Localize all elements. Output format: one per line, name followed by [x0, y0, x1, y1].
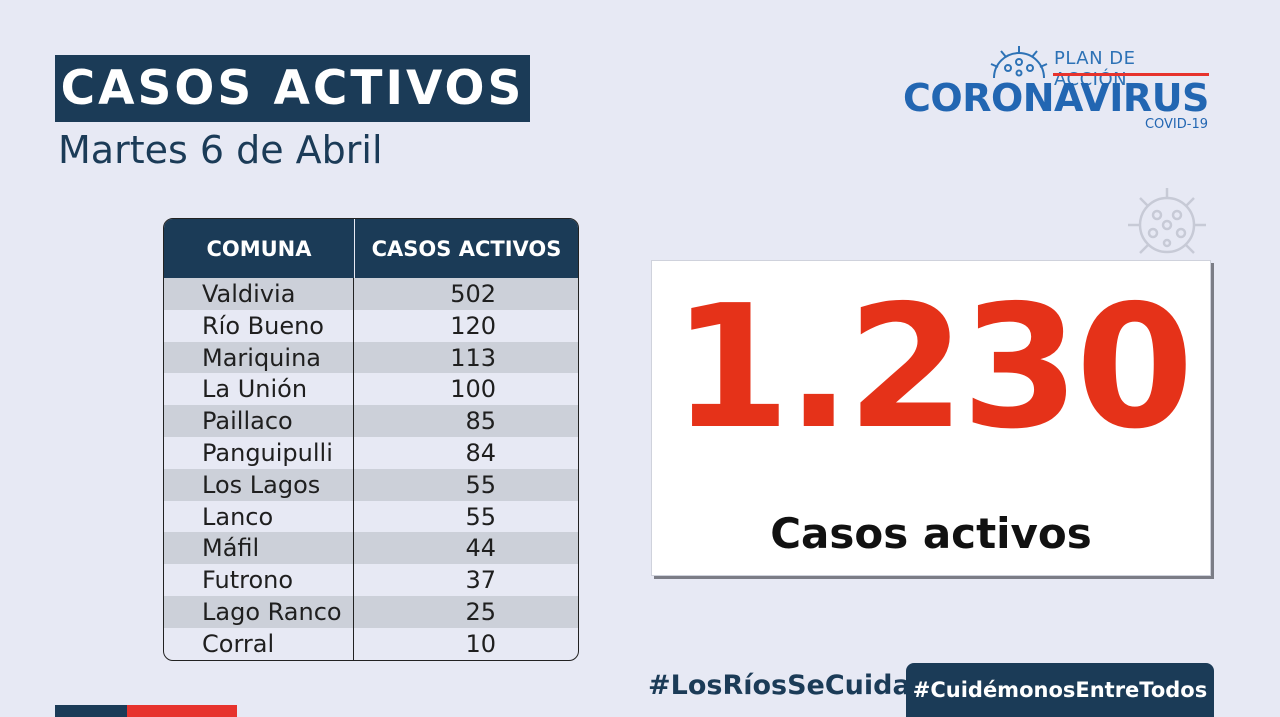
- cell-comuna: Río Bueno: [164, 309, 354, 342]
- cell-comuna: Valdivia: [164, 278, 354, 310]
- cell-comuna: Futrono: [164, 564, 354, 596]
- table-row: Máfil 44: [164, 532, 578, 565]
- cell-comuna: Lanco: [164, 500, 354, 533]
- cell-casos: 120: [450, 311, 496, 340]
- cell-casos: 44: [465, 534, 496, 563]
- table-row: Panguipulli 84: [164, 436, 578, 469]
- logo-underline: [1053, 73, 1209, 76]
- cell-comuna: La Unión: [164, 373, 354, 406]
- cell-casos: 113: [450, 343, 496, 372]
- cell-comuna: Panguipulli: [164, 436, 354, 469]
- logo-coronavirus-text: CORONAVIRUS: [903, 76, 1209, 120]
- virus-icon: [990, 46, 1048, 79]
- cell-casos: 37: [465, 566, 496, 595]
- header-casos-activos: CASOS ACTIVOS: [371, 236, 562, 261]
- table-row: Lago Ranco 25: [164, 595, 578, 628]
- table-header: COMUNA CASOS ACTIVOS: [164, 219, 578, 278]
- table-row: La Unión 100: [164, 373, 578, 406]
- cell-casos: 100: [450, 375, 496, 404]
- cell-casos: 10: [465, 629, 496, 658]
- page-title: CASOS ACTIVOS: [55, 55, 530, 122]
- table-row: Río Bueno 120: [164, 309, 578, 342]
- table-row: Corral 10: [164, 627, 578, 660]
- total-label: Casos activos: [770, 509, 1092, 558]
- hashtag-los-rios: #LosRíosSeCuida: [648, 670, 911, 701]
- footer-bar-blue: [55, 705, 127, 717]
- total-card: 1.230 Casos activos: [651, 260, 1211, 576]
- cell-comuna: Paillaco: [164, 405, 354, 437]
- cases-table: COMUNA CASOS ACTIVOS Valdivia 502 Río Buen…: [163, 218, 579, 661]
- table-row: Valdivia 502: [164, 278, 578, 310]
- logo-covid-text: COVID-19: [1144, 117, 1208, 132]
- date-subtitle: Martes 6 de Abril: [58, 128, 383, 172]
- cell-comuna: Máfil: [164, 532, 354, 565]
- cell-comuna: Lago Ranco: [164, 595, 354, 628]
- header-comuna: COMUNA: [164, 219, 355, 278]
- table-body: Valdivia 502 Río Bueno 120 Mariquina 113 La Un…: [164, 278, 578, 660]
- cell-casos: 85: [465, 407, 496, 436]
- cell-comuna: Mariquina: [164, 341, 354, 374]
- table-row: Futrono 37: [164, 564, 578, 596]
- hashtag-cuidemonos: #CuidémonosEntreTodos: [906, 663, 1214, 717]
- cell-casos: 502: [450, 280, 496, 308]
- cell-comuna: Corral: [164, 627, 354, 660]
- cell-casos: 55: [465, 502, 496, 531]
- table-row: Mariquina 113: [164, 341, 578, 374]
- table-row: Los Lagos 55: [164, 468, 578, 501]
- footer-bar-red: [127, 705, 237, 717]
- table-row: Paillaco 85: [164, 405, 578, 437]
- cell-casos: 84: [465, 438, 496, 467]
- virus-decoration-icon: [1128, 188, 1206, 254]
- coronavirus-logo: PLAN DE ACCIÓN CORONAVIRUS COVID-19: [900, 38, 1212, 138]
- table-row: Lanco 55: [164, 500, 578, 533]
- cell-casos: 55: [465, 470, 496, 499]
- total-active-cases: 1.230: [672, 269, 1194, 467]
- cell-casos: 25: [465, 597, 496, 626]
- cell-comuna: Los Lagos: [164, 468, 354, 501]
